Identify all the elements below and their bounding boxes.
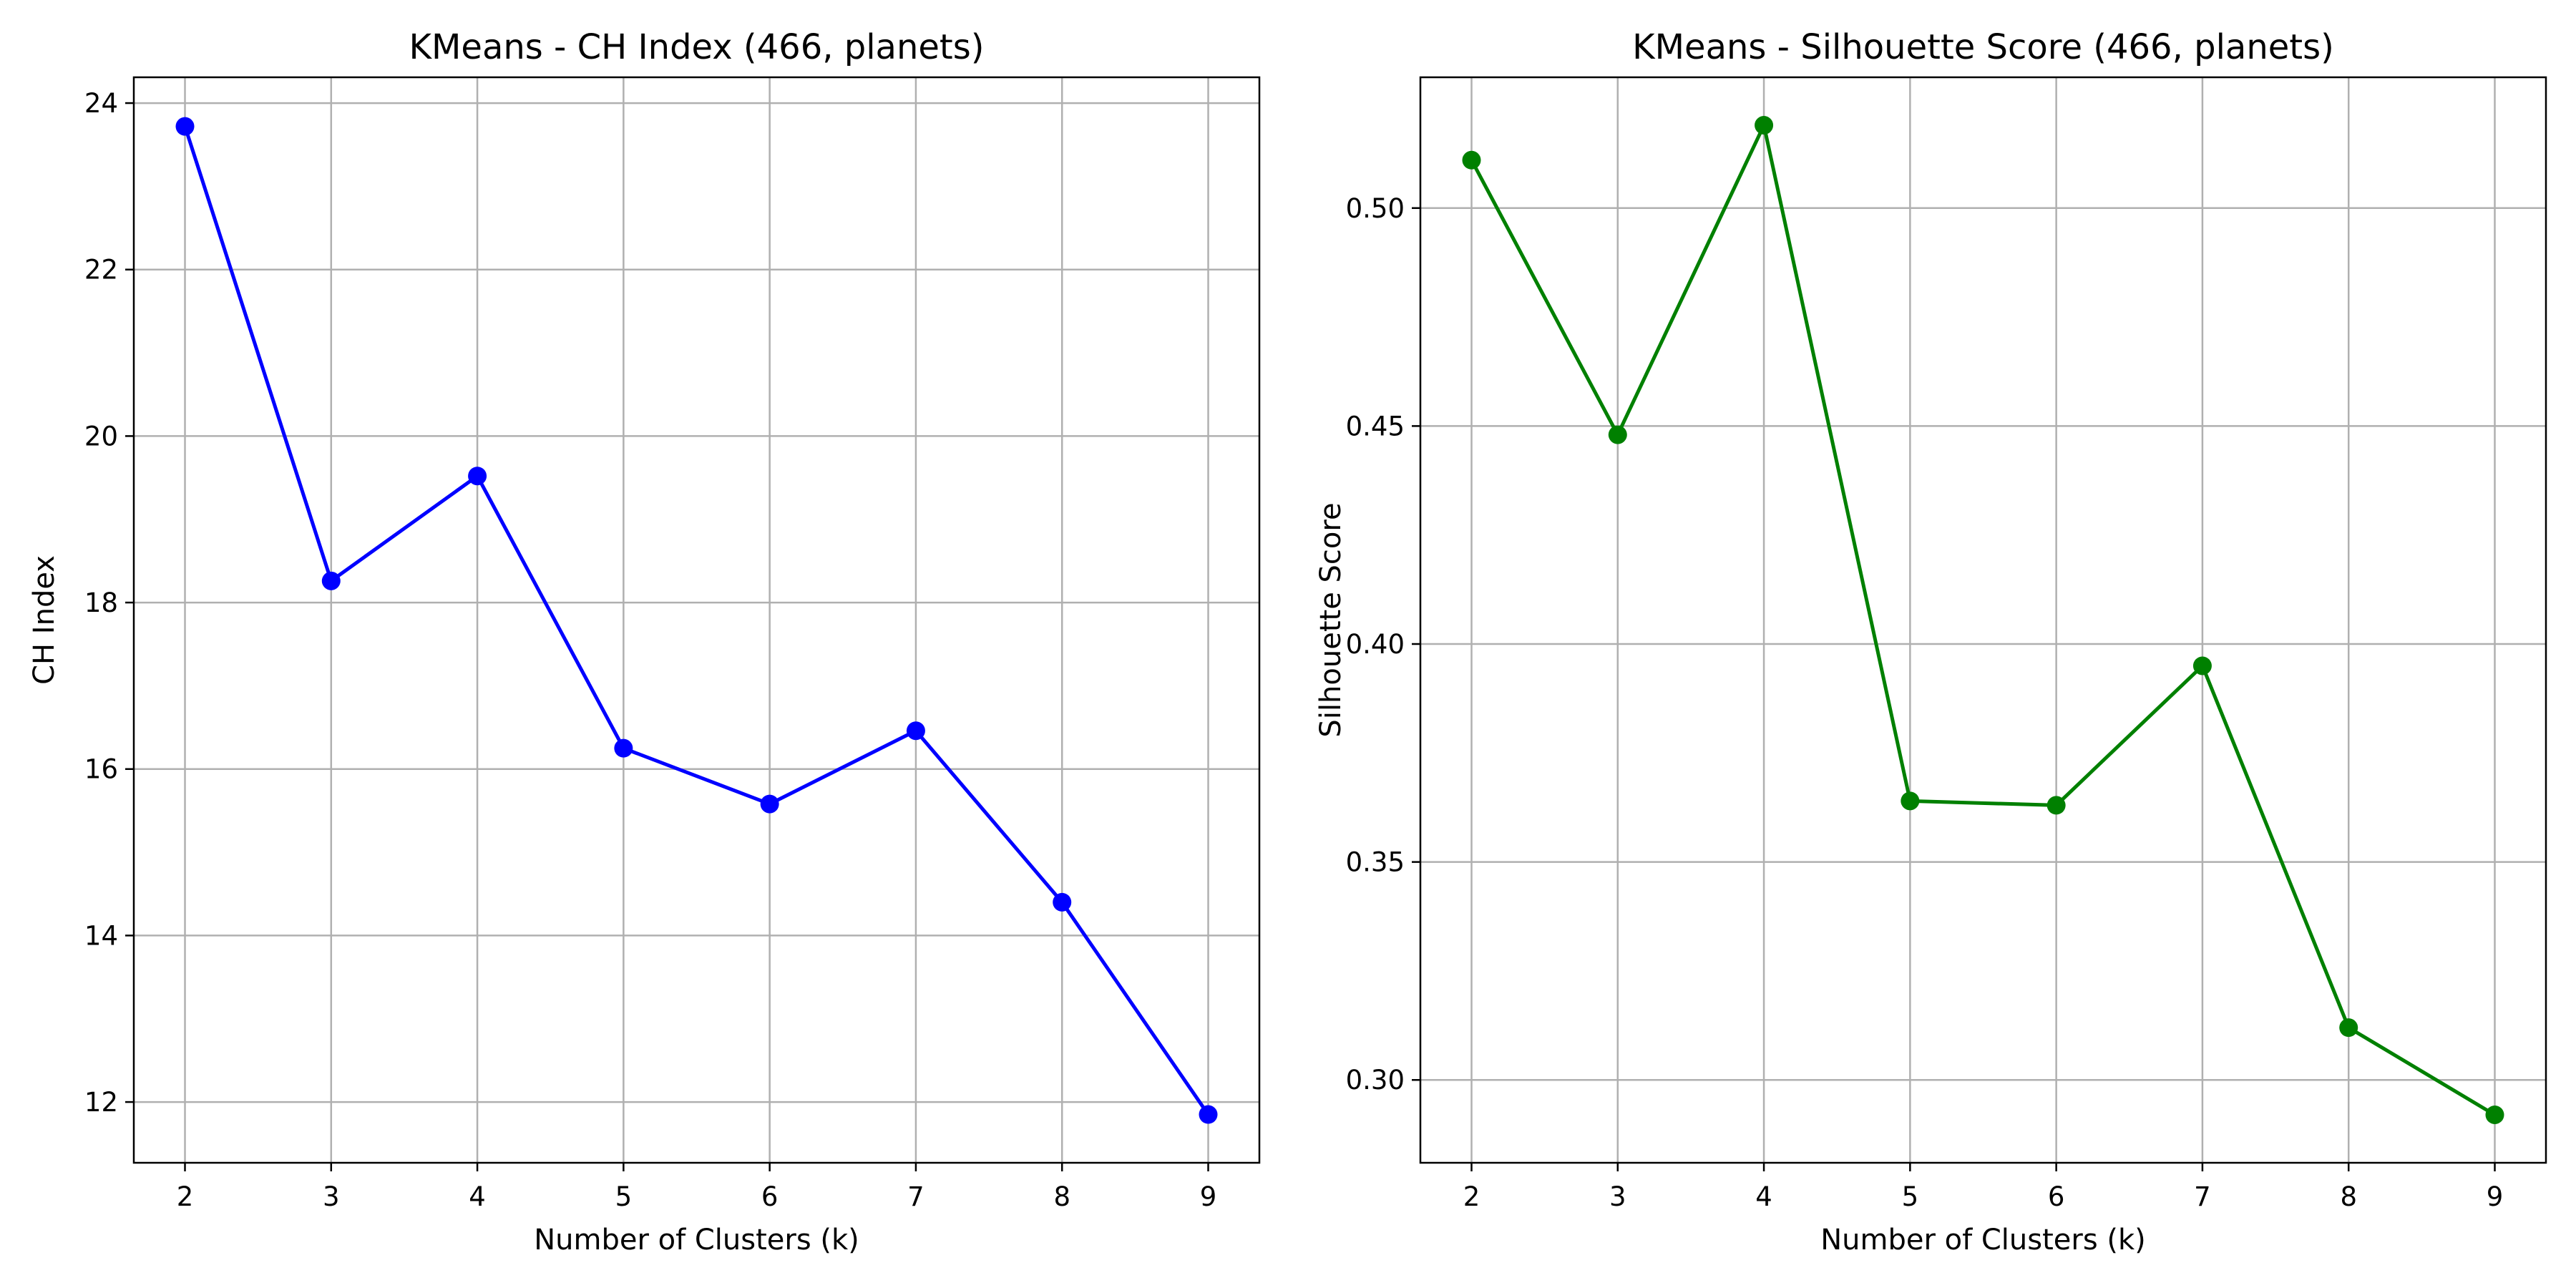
x-tick-label: 6 xyxy=(761,1181,779,1212)
x-tick-label: 4 xyxy=(1755,1181,1772,1212)
data-point xyxy=(906,721,925,741)
x-tick-label: 6 xyxy=(2048,1181,2065,1212)
y-tick-label: 20 xyxy=(84,421,118,452)
y-tick-label: 22 xyxy=(84,255,118,286)
plot-frame xyxy=(1419,76,2547,1164)
x-tick-label: 5 xyxy=(615,1181,633,1212)
x-tick-label: 5 xyxy=(1902,1181,1919,1212)
y-tick-label: 0.35 xyxy=(1346,847,1405,878)
plot-frame xyxy=(132,76,1261,1164)
y-tick-label: 16 xyxy=(84,754,118,785)
y-axis-label: Silhouette Score xyxy=(1314,502,1347,737)
data-point xyxy=(175,117,195,136)
data-point xyxy=(2485,1105,2504,1124)
series-line xyxy=(183,125,1210,1116)
x-tick-label: 3 xyxy=(1609,1181,1626,1212)
silhouette-score-chart: 2 3 4 5 6 7 8 9 0.30 0.35 0.40 0.45 0.50 KMeans - Si… xyxy=(1314,27,2547,1257)
series-line xyxy=(1470,123,2496,1117)
data-point xyxy=(468,467,487,486)
data-point xyxy=(1199,1105,1218,1124)
data-point xyxy=(1053,892,1072,912)
data-point xyxy=(614,738,633,758)
x-tick-label: 8 xyxy=(2340,1181,2357,1212)
data-point xyxy=(1462,150,1481,170)
data-point xyxy=(2046,796,2066,815)
y-tick-label: 0.40 xyxy=(1346,629,1405,660)
x-tick-label: 8 xyxy=(1053,1181,1070,1212)
x-axis-label: Number of Clusters (k) xyxy=(534,1224,859,1257)
y-tick-label: 14 xyxy=(84,920,118,951)
chart-title: KMeans - Silhouette Score (466, planets) xyxy=(1632,27,2334,67)
x-axis-label: Number of Clusters (k) xyxy=(1820,1224,2146,1257)
x-tick-label: 7 xyxy=(907,1181,924,1212)
ch-index-chart: 2 3 4 5 6 7 8 9 12 14 16 18 20 22 24 KMeans - CH Index… xyxy=(28,27,1261,1257)
x-tick-label: 3 xyxy=(323,1181,340,1212)
y-tick-label: 24 xyxy=(84,88,118,119)
x-tick-label: 7 xyxy=(2194,1181,2211,1212)
y-axis-label: CH Index xyxy=(28,555,61,685)
y-tick-label: 12 xyxy=(84,1087,118,1118)
chart-title: KMeans - CH Index (466, planets) xyxy=(409,27,985,67)
x-tick-label: 2 xyxy=(1463,1181,1480,1212)
data-point xyxy=(1901,791,1920,811)
y-tick-label: 18 xyxy=(84,587,118,618)
data-point xyxy=(1755,116,1774,135)
y-tick-label: 0.50 xyxy=(1346,193,1405,224)
data-point xyxy=(760,794,779,814)
y-tick-label: 0.30 xyxy=(1346,1065,1405,1096)
data-point xyxy=(321,571,341,590)
data-point xyxy=(2339,1018,2358,1038)
data-point xyxy=(2192,656,2212,675)
x-tick-label: 9 xyxy=(2487,1181,2504,1212)
y-tick-label: 0.45 xyxy=(1346,411,1405,441)
x-tick-label: 2 xyxy=(177,1181,194,1212)
data-point xyxy=(1608,425,1627,444)
x-tick-label: 4 xyxy=(469,1181,486,1212)
x-tick-label: 9 xyxy=(1200,1181,1217,1212)
